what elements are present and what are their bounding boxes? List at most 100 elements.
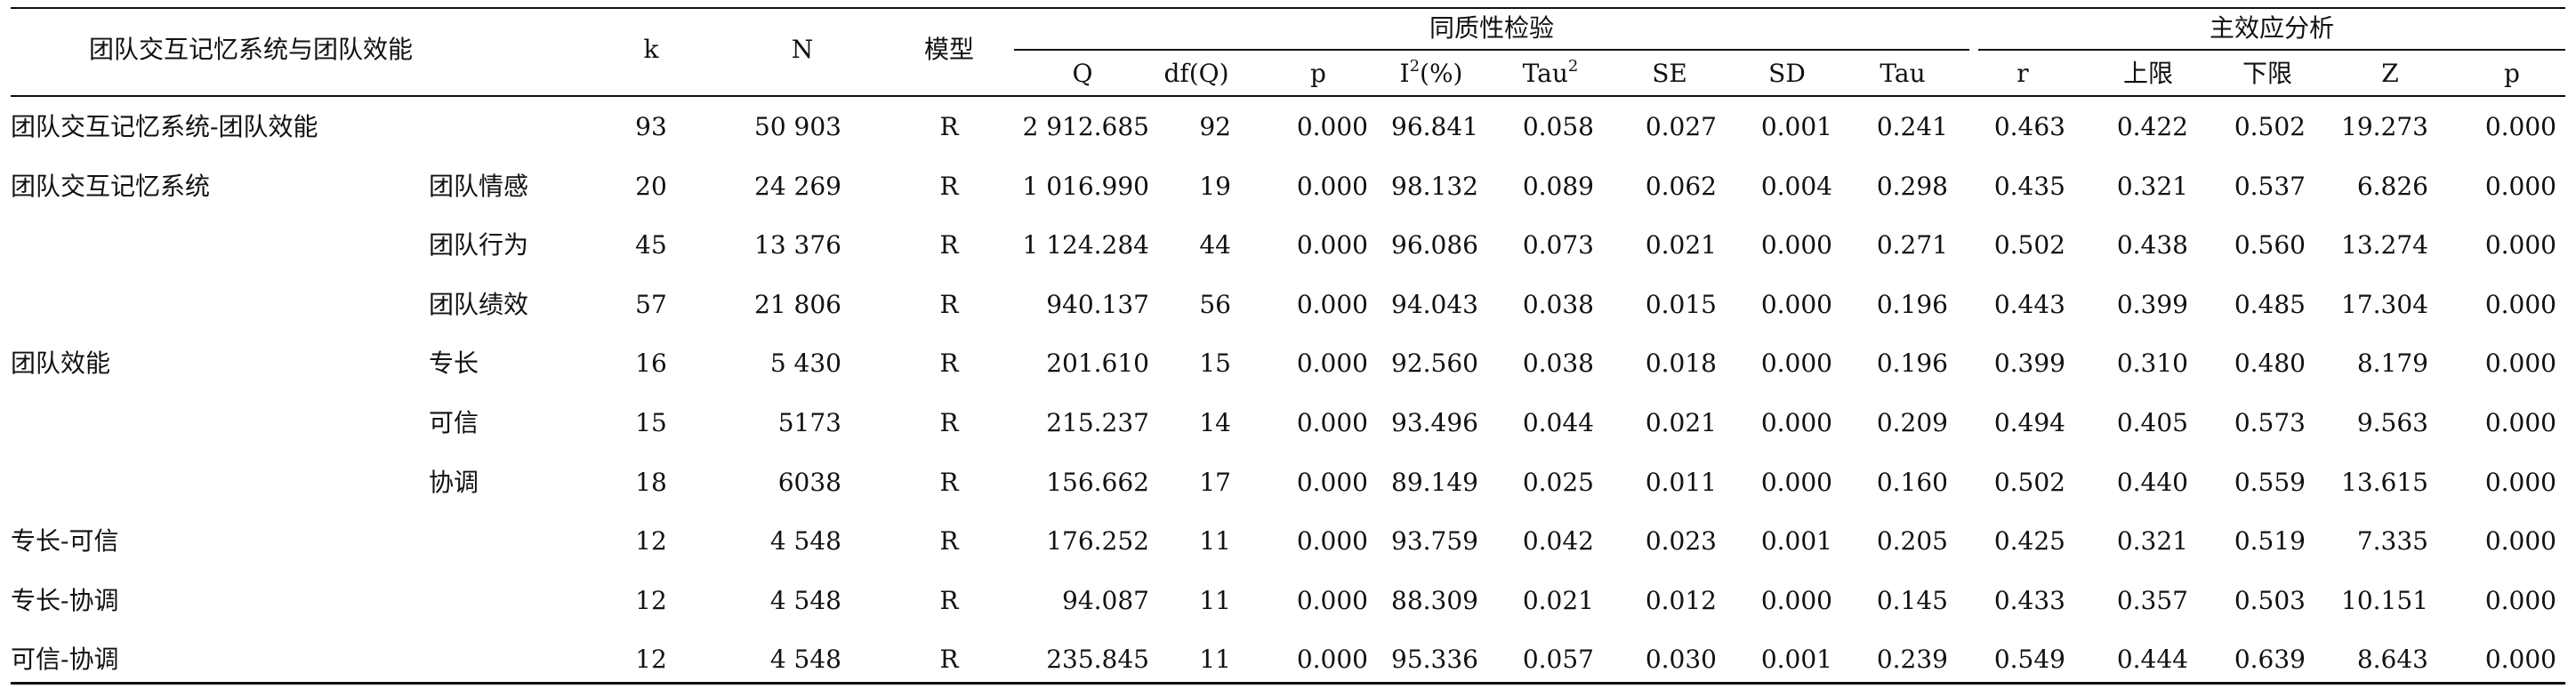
cell-tau2: 0.073 xyxy=(1522,230,1594,260)
cell-SD: 0.000 xyxy=(1760,408,1832,437)
cell-p: 0.000 xyxy=(1296,290,1368,319)
cell-r: 0.502 xyxy=(1993,230,2065,260)
cell-k: 57 xyxy=(635,290,667,319)
cell-dfQ: 44 xyxy=(1199,230,1231,260)
cell-SE: 0.021 xyxy=(1645,408,1717,437)
cell-p: 0.000 xyxy=(1296,172,1368,201)
header-rule xyxy=(11,95,2565,97)
homogeneity-underline xyxy=(1014,49,1969,51)
main-effect-underline xyxy=(1978,49,2565,51)
cell-k: 45 xyxy=(635,230,667,260)
cell-Tau: 0.145 xyxy=(1876,586,1948,615)
cell-Q: 201.610 xyxy=(1046,348,1149,378)
cell-lower: 0.559 xyxy=(2234,468,2306,497)
cell-model: R xyxy=(939,645,959,674)
cell-model: R xyxy=(939,468,959,497)
cell-lower: 0.519 xyxy=(2234,526,2306,556)
cell-Q: 235.845 xyxy=(1046,645,1149,674)
cell-r: 0.433 xyxy=(1993,586,2065,615)
cell-Q: 1 016.990 xyxy=(1022,172,1149,201)
cell-model: R xyxy=(939,230,959,260)
cell-p2: 0.000 xyxy=(2484,586,2556,615)
cell-Z: 9.563 xyxy=(2356,408,2428,437)
cell-upper: 0.440 xyxy=(2116,468,2188,497)
cell-Q: 1 124.284 xyxy=(1022,230,1149,260)
cell-SD: 0.000 xyxy=(1760,230,1832,260)
cell-N: 21 806 xyxy=(754,290,841,319)
cell-SD: 0.000 xyxy=(1760,468,1832,497)
cell-r: 0.443 xyxy=(1993,290,2065,319)
cell-I2: 92.560 xyxy=(1391,348,1478,378)
cell-model: R xyxy=(939,408,959,437)
header-Q: Q xyxy=(1072,59,1093,88)
header-p2: p xyxy=(2504,59,2520,88)
cell-dfQ: 11 xyxy=(1199,645,1231,674)
cell-Tau: 0.196 xyxy=(1876,290,1948,319)
header-model: 模型 xyxy=(923,35,974,64)
cell-Z: 7.335 xyxy=(2356,526,2428,556)
cell-r: 0.463 xyxy=(1993,112,2065,141)
cell-p: 0.000 xyxy=(1296,645,1368,674)
cell-r: 0.399 xyxy=(1993,348,2065,378)
cell-r: 0.425 xyxy=(1993,526,2065,556)
header-I2: I2(%) xyxy=(1399,56,1463,88)
cell-Z: 8.643 xyxy=(2356,645,2428,674)
cell-I2: 96.086 xyxy=(1391,230,1478,260)
cell-lower: 0.639 xyxy=(2234,645,2306,674)
bottom-rule xyxy=(11,682,2565,685)
cell-p: 0.000 xyxy=(1296,348,1368,378)
cell-SE: 0.021 xyxy=(1645,230,1717,260)
cell-SD: 0.000 xyxy=(1760,290,1832,319)
cell-sub: 团队行为 xyxy=(429,230,529,260)
cell-p: 0.000 xyxy=(1296,468,1368,497)
cell-lower: 0.480 xyxy=(2234,348,2306,378)
cell-upper: 0.321 xyxy=(2116,526,2188,556)
cell-p2: 0.000 xyxy=(2484,408,2556,437)
cell-I2: 95.336 xyxy=(1391,645,1478,674)
cell-sub: 可信 xyxy=(429,408,479,437)
cell-k: 18 xyxy=(635,468,667,497)
cell-Tau: 0.241 xyxy=(1876,112,1948,141)
cell-SE: 0.018 xyxy=(1645,348,1717,378)
cell-model: R xyxy=(939,526,959,556)
header-upper: 上限 xyxy=(2122,59,2173,88)
cell-Z: 10.151 xyxy=(2341,586,2428,615)
cell-dfQ: 56 xyxy=(1199,290,1231,319)
cell-I2: 93.496 xyxy=(1391,408,1478,437)
cell-p2: 0.000 xyxy=(2484,526,2556,556)
cell-k: 15 xyxy=(635,408,667,437)
header-title-col: 团队交互记忆系统与团队效能 xyxy=(88,35,413,64)
cell-N: 5 430 xyxy=(769,348,841,378)
cell-lower: 0.573 xyxy=(2234,408,2306,437)
cell-tau2: 0.044 xyxy=(1522,408,1594,437)
cell-N: 4 548 xyxy=(769,645,841,674)
cell-tau2: 0.025 xyxy=(1522,468,1594,497)
cell-upper: 0.438 xyxy=(2116,230,2188,260)
cell-SD: 0.001 xyxy=(1760,645,1832,674)
cell-Q: 940.137 xyxy=(1046,290,1149,319)
cell-I2: 94.043 xyxy=(1391,290,1478,319)
cell-dfQ: 92 xyxy=(1199,112,1231,141)
header-tau2: Tau2 xyxy=(1522,56,1579,88)
cell-Q: 94.087 xyxy=(1062,586,1149,615)
cell-SE: 0.062 xyxy=(1645,172,1717,201)
cell-lower: 0.503 xyxy=(2234,586,2306,615)
cell-tau2: 0.021 xyxy=(1522,586,1594,615)
cell-upper: 0.310 xyxy=(2116,348,2188,378)
cell-sub: 专长 xyxy=(429,348,479,378)
cell-upper: 0.422 xyxy=(2116,112,2188,141)
cell-p: 0.000 xyxy=(1296,230,1368,260)
cell-SE: 0.023 xyxy=(1645,526,1717,556)
cell-I2: 89.149 xyxy=(1391,468,1478,497)
cell-model: R xyxy=(939,172,959,201)
cell-k: 20 xyxy=(635,172,667,201)
cell-r: 0.549 xyxy=(1993,645,2065,674)
cell-dfQ: 14 xyxy=(1199,408,1231,437)
top-rule xyxy=(11,7,2565,9)
header-lower: 下限 xyxy=(2242,59,2292,88)
cell-SE: 0.012 xyxy=(1645,586,1717,615)
cell-p2: 0.000 xyxy=(2484,645,2556,674)
cell-Tau: 0.160 xyxy=(1876,468,1948,497)
cell-SD: 0.001 xyxy=(1760,526,1832,556)
cell-Q: 176.252 xyxy=(1046,526,1149,556)
